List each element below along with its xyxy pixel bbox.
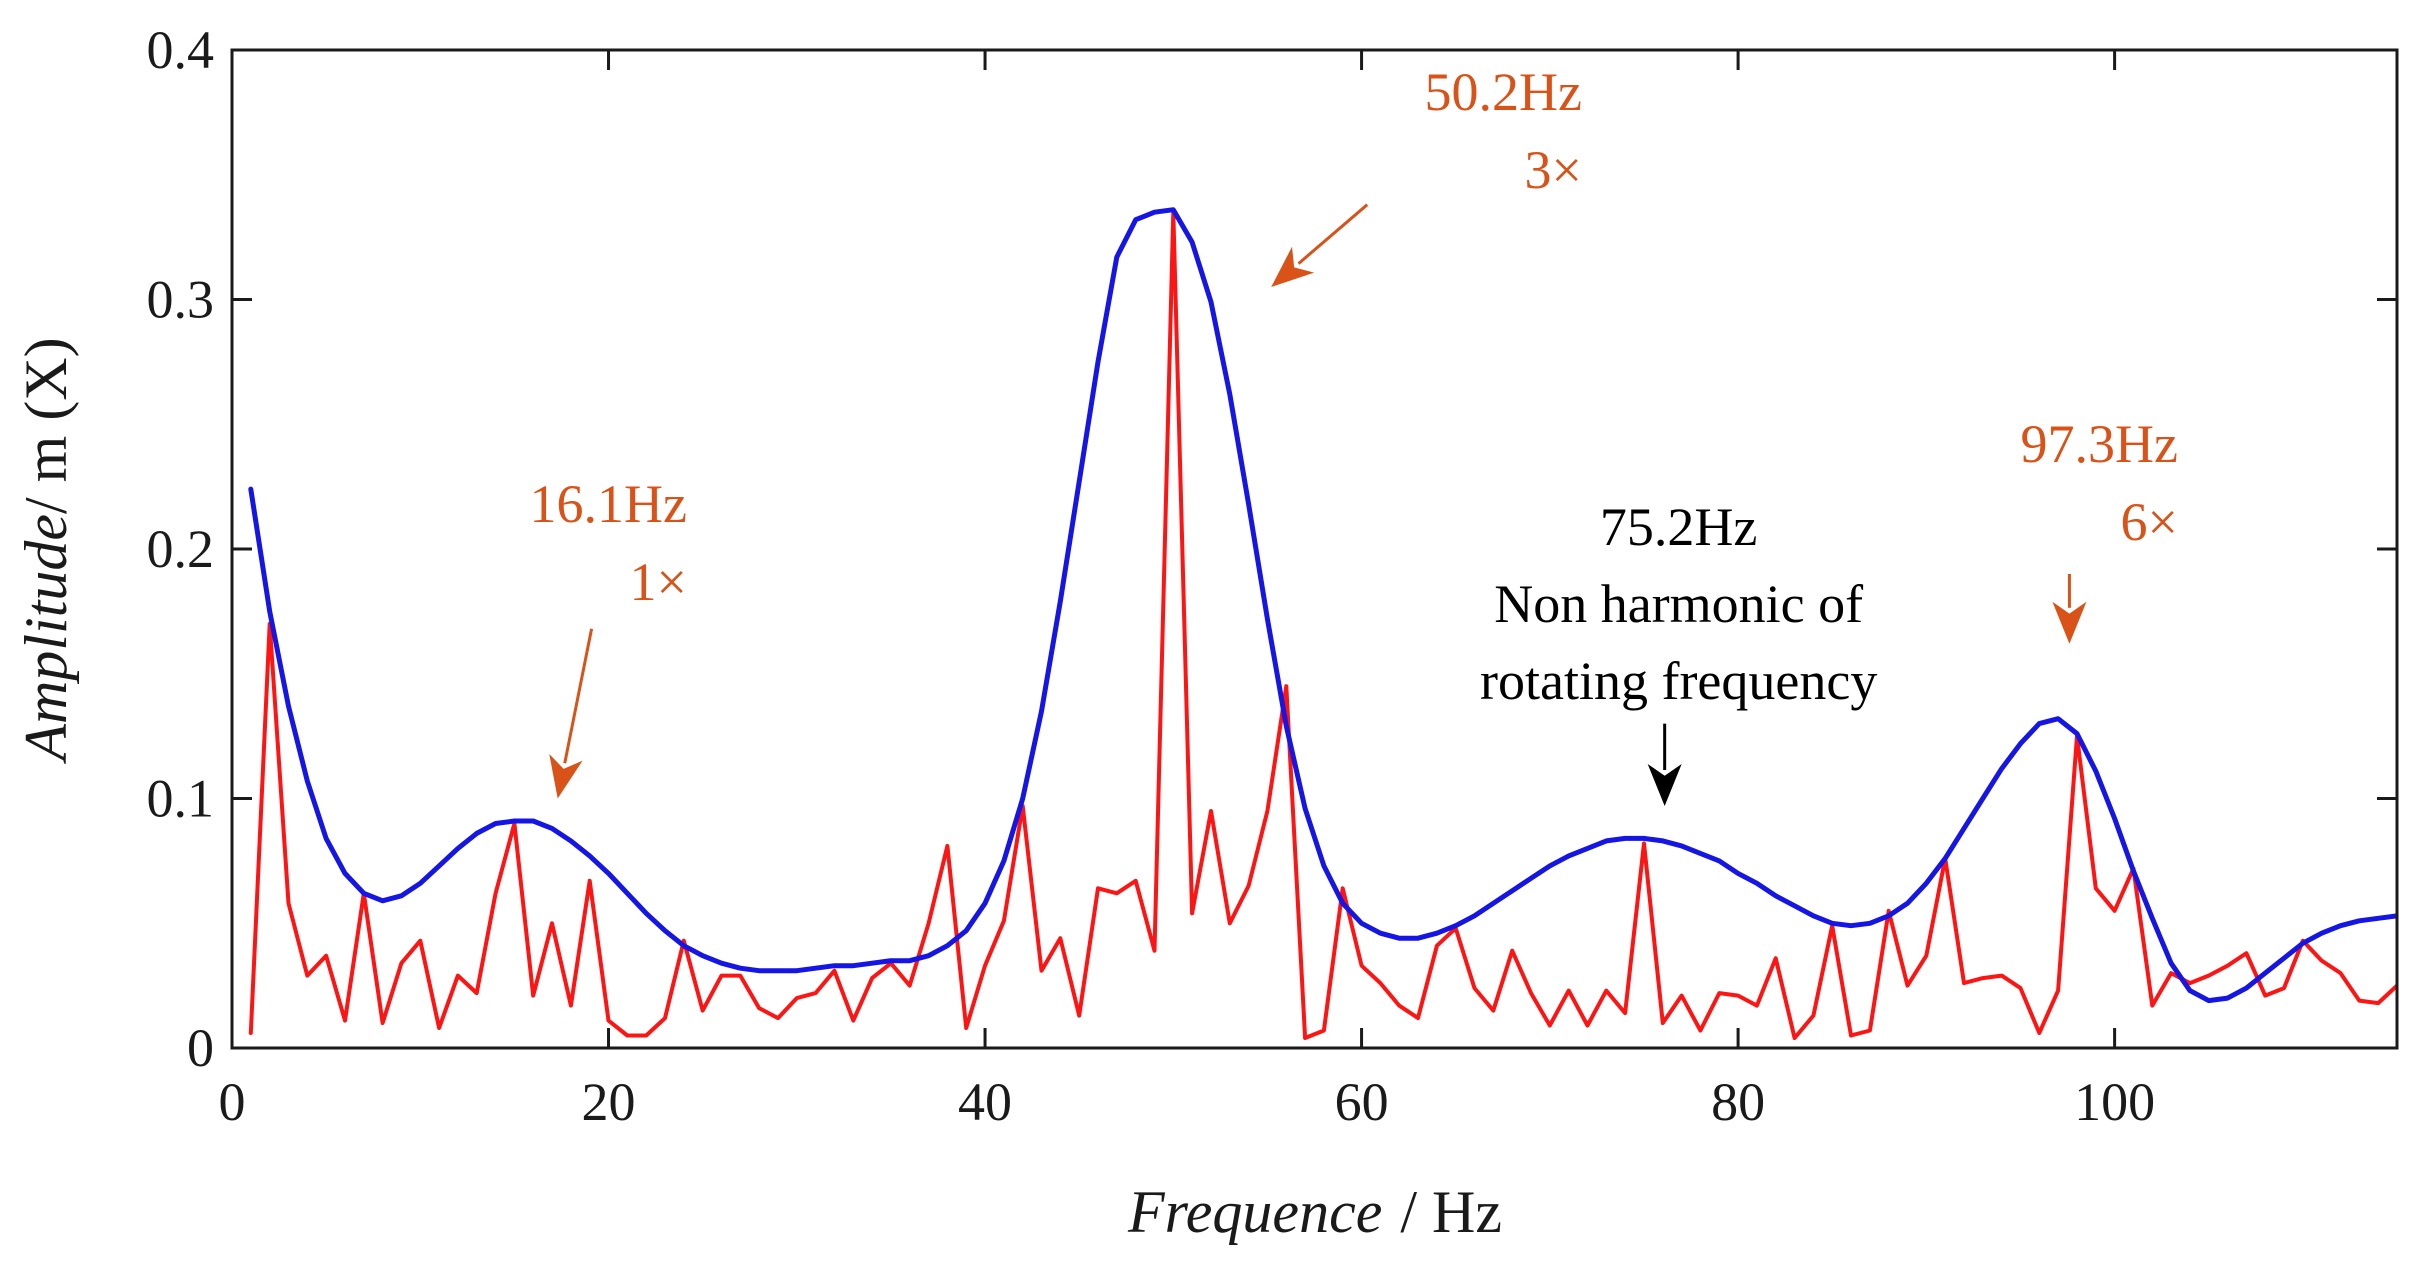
x-tick-label: 100	[2074, 1072, 2155, 1132]
x-axis-label-unit: / Hz	[1400, 1179, 1502, 1245]
y-tick-label: 0.3	[147, 270, 215, 330]
annotation-3-line-1: Non harmonic of	[1494, 574, 1863, 634]
annotation-2-harmonic: 3×	[1525, 140, 1582, 200]
x-tick-label: 80	[1711, 1072, 1765, 1132]
annotation-4-harmonic: 6×	[2121, 492, 2178, 552]
envelope-line	[248, 207, 2397, 1004]
annotation-1-frequency: 16.1Hz	[530, 474, 687, 534]
annotation-3-arrow-head	[1647, 763, 1682, 806]
annotation-2-frequency: 50.2Hz	[1425, 62, 1582, 122]
x-tick-label: 20	[582, 1072, 636, 1132]
y-tick-label: 0	[187, 1018, 214, 1078]
x-axis-label: Frequence / Hz	[1127, 1179, 1502, 1245]
x-tick-label: 0	[219, 1072, 246, 1132]
annotation-4-arrow-head	[2052, 601, 2087, 644]
y-tick-label: 0.2	[147, 519, 215, 579]
annotation-2-arrow-shaft	[1297, 203, 1369, 265]
series-layer	[248, 207, 2397, 1040]
annotation-1-harmonic: 1×	[630, 552, 687, 612]
annotation-2-arrow-head	[1271, 246, 1315, 288]
annotation-4-frequency: 97.3Hz	[2021, 414, 2178, 474]
axis-ticks: 0 20 40 60 80 100 0 0.1 0.2 0.3 0.4	[147, 20, 2397, 1132]
annotation-3-line-2: rotating frequency	[1480, 651, 1877, 711]
annotation-3-frequency: 75.2Hz	[1600, 497, 1757, 557]
y-axis-label-unit: / m (X)	[13, 337, 79, 514]
y-tick-label: 0.1	[147, 769, 215, 829]
annotations-layer: 16.1Hz 1× 50.2Hz 3× 75.2Hz Non harmonic of rot…	[530, 62, 2178, 806]
annotation-1-arrow-shaft	[563, 628, 594, 764]
spectrum-line	[248, 210, 2397, 1040]
y-axis-label-name: Amplitude	[13, 514, 79, 765]
x-tick-label: 60	[1335, 1072, 1389, 1132]
plot-frame	[230, 48, 2399, 1050]
x-tick-label: 40	[958, 1072, 1012, 1132]
annotation-1-arrow-head	[549, 753, 583, 799]
x-axis-label-name: Frequence	[1127, 1179, 1382, 1245]
y-axis-label: Amplitude/ m (X)	[13, 337, 79, 764]
y-tick-label: 0.4	[147, 20, 215, 80]
